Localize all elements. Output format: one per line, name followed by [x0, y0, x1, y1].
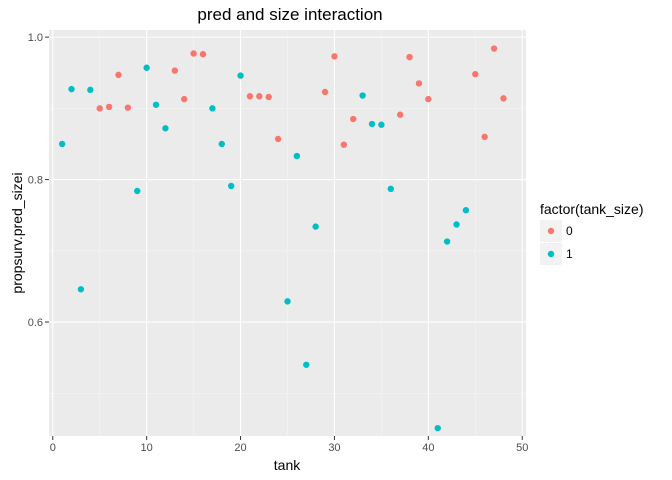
- y-axis-title: propsurv.pred_sizei: [9, 172, 25, 293]
- x-tick-label: 20: [234, 442, 246, 454]
- data-point: [340, 141, 348, 148]
- data-point: [218, 140, 225, 148]
- data-point: [96, 105, 103, 112]
- data-point: [227, 182, 235, 190]
- y-tick-label: 0.6: [28, 317, 43, 329]
- x-tick-label: 30: [328, 442, 340, 454]
- data-point: [284, 298, 291, 305]
- x-tick-label: 0: [50, 442, 56, 454]
- data-point: [425, 95, 432, 103]
- y-tick-label: 1.0: [28, 32, 43, 44]
- data-point: [396, 111, 404, 118]
- x-tick-label: 50: [516, 442, 528, 454]
- legend-label: 0: [566, 224, 573, 238]
- x-axis: 0 10 20 30 40 50: [50, 436, 528, 454]
- data-point: [359, 92, 366, 99]
- data-point: [387, 185, 394, 193]
- data-point: [321, 88, 329, 96]
- data-point: [490, 45, 498, 52]
- data-point: [105, 103, 113, 111]
- data-point: [481, 133, 488, 141]
- data-point: [368, 120, 376, 128]
- data-point: [350, 115, 357, 123]
- data-point: [58, 140, 66, 148]
- data-point: [434, 424, 441, 432]
- data-point: [162, 125, 169, 132]
- data-point: [293, 152, 301, 160]
- data-point: [415, 80, 423, 87]
- x-axis-title: tank: [274, 457, 301, 473]
- data-point: [256, 93, 263, 100]
- legend-title: factor(tank_size): [540, 201, 643, 217]
- data-point: [443, 238, 451, 245]
- data-point: [378, 121, 385, 128]
- data-point: [331, 53, 338, 60]
- data-point: [500, 95, 507, 102]
- legend: factor(tank_size) 0 1: [540, 201, 643, 265]
- x-tick-label: 40: [422, 442, 434, 454]
- data-point: [171, 67, 179, 74]
- data-point: [77, 286, 85, 293]
- data-point: [303, 361, 310, 368]
- x-tick-label: 10: [141, 442, 153, 454]
- data-point: [152, 101, 160, 108]
- data-point: [181, 95, 188, 103]
- data-point: [68, 85, 75, 93]
- legend-key-point: [547, 227, 555, 235]
- data-point: [87, 86, 94, 94]
- data-point: [143, 64, 150, 71]
- data-point: [246, 93, 254, 100]
- data-points: [58, 45, 507, 432]
- data-point: [199, 51, 207, 58]
- data-point: [237, 72, 244, 79]
- legend-key-point: [547, 250, 555, 258]
- data-point: [265, 93, 272, 101]
- data-point: [124, 104, 132, 111]
- data-point: [406, 53, 413, 61]
- data-point: [134, 187, 141, 195]
- data-point: [274, 135, 282, 143]
- y-axis: 0.6 0.8 1.0: [28, 32, 49, 329]
- chart-title: pred and size interaction: [197, 5, 382, 24]
- data-point: [115, 71, 122, 79]
- data-point: [209, 105, 216, 112]
- data-point: [472, 70, 479, 78]
- data-point: [312, 223, 319, 230]
- data-point: [462, 207, 470, 214]
- legend-label: 1: [566, 247, 573, 261]
- y-tick-label: 0.8: [28, 175, 43, 187]
- data-point: [453, 221, 460, 228]
- data-point: [190, 50, 197, 57]
